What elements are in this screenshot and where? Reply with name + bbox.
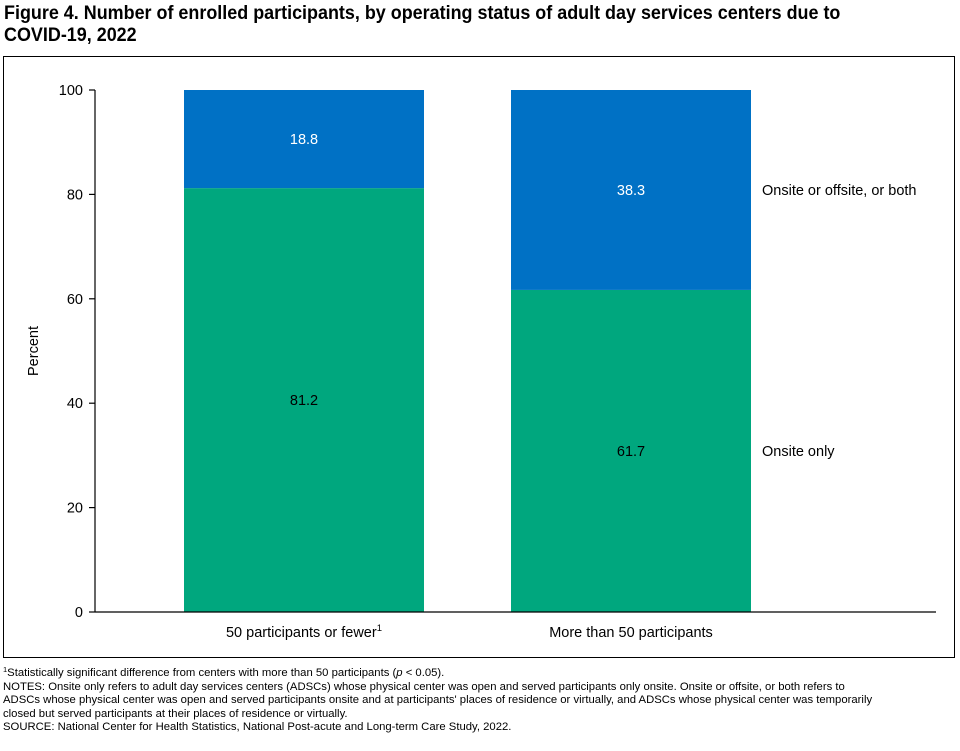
y-tick-label: 80 xyxy=(67,187,83,203)
data-label: 18.8 xyxy=(290,132,318,148)
data-label: 61.7 xyxy=(617,444,645,460)
chart-notes: 1Statistically significant difference fr… xyxy=(3,665,958,735)
chart-title: Figure 4. Number of enrolled participant… xyxy=(4,2,878,46)
data-label: 38.3 xyxy=(617,183,645,199)
chart-frame xyxy=(3,56,955,658)
chart-title-line-2: COVID-19, 2022 xyxy=(4,24,137,46)
bar-segment-onsite-or-offsite-1 xyxy=(184,90,424,189)
footnote-italic: p xyxy=(396,667,403,679)
legend-label-onsite-or-offsite: Onsite or offsite, or both xyxy=(762,183,916,199)
bar-segment-onsite-only-1 xyxy=(184,188,424,613)
footnote-marker: 1 xyxy=(3,665,8,674)
chart-title-line-1: Figure 4. Number of enrolled participant… xyxy=(4,2,841,24)
legend-label-onsite-only: Onsite only xyxy=(762,444,835,460)
y-tick-label: 60 xyxy=(67,292,83,308)
stacked-bar-chart: 81.2 18.8 61.7 38.3 0 20 40 60 80 100 Percent 50 pa… xyxy=(26,83,936,641)
x-category-label: 50 participants or fewer1 xyxy=(226,623,382,641)
y-tick-label: 100 xyxy=(59,83,83,99)
data-label: 81.2 xyxy=(290,393,318,409)
y-tick-label: 20 xyxy=(67,501,83,517)
footnote-text-before: Statistically significant difference fro… xyxy=(7,667,397,679)
notes-line-3: closed but served participants at their … xyxy=(3,707,348,720)
y-tick-label: 0 xyxy=(75,605,83,621)
bar-segment-onsite-only-2 xyxy=(511,289,751,612)
bar-segment-onsite-or-offsite-2 xyxy=(511,90,751,290)
y-axis-label: Percent xyxy=(26,326,42,376)
notes-line-1: NOTES: Onsite only refers to adult day s… xyxy=(3,680,845,693)
source-line: SOURCE: National Center for Health Stati… xyxy=(3,721,512,733)
y-tick-label: 40 xyxy=(67,396,83,412)
footnote-text-after: < 0.05). xyxy=(402,667,445,679)
footnote: 1Statistically significant difference fr… xyxy=(3,665,958,681)
x-category-label: More than 50 participants xyxy=(549,625,713,641)
notes-line-2: ADSCs whose physical center was open and… xyxy=(3,694,873,706)
